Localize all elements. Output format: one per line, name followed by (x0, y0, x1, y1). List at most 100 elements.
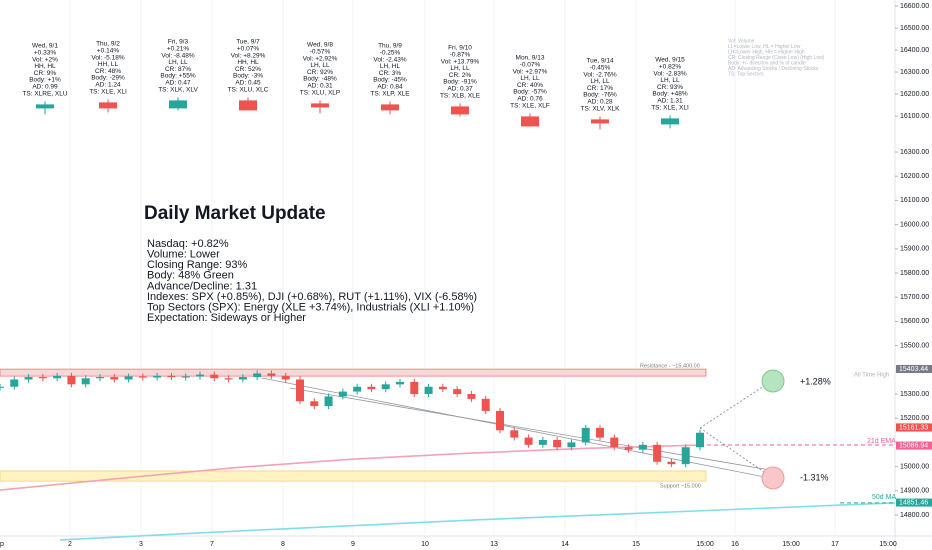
thumb-text: LH, LL (310, 62, 330, 69)
thumb-text: CR: 52% (235, 66, 261, 73)
candle (167, 375, 176, 378)
time-tick-label: 8 (281, 541, 285, 548)
level-band (0, 470, 707, 482)
price-tick-label: 15900.00 (900, 246, 929, 253)
thumb-candle (451, 106, 469, 115)
candle (281, 375, 290, 380)
thumb-text: CR: 40% (517, 82, 543, 89)
price-label: 15161.33 (899, 424, 928, 431)
thumb-text: CR: 87% (165, 66, 191, 73)
price-tick-label: 16100.00 (900, 197, 929, 204)
thumb-text: CR: 48% (95, 68, 121, 75)
time-tick-label: p (0, 541, 4, 548)
thumb-text: Vol: -8.48% (161, 52, 194, 59)
update-line: Indexes: SPX (+0.85%), DJI (+0.68%), RUT… (147, 291, 477, 303)
candle (638, 444, 647, 450)
thumb-candle (521, 116, 539, 127)
legend-note: CR: Closing Range (Close Low) (High Low) (728, 55, 825, 61)
candle (610, 437, 619, 448)
thumb-text: TS: XLK, XLV (158, 86, 198, 93)
thumb-text: Wed, 9/8 (307, 42, 333, 49)
price-tick-label: 16500.00 (900, 25, 929, 32)
time-tick-label: 2 (68, 541, 72, 548)
thumb-text: +0.07% (237, 46, 259, 53)
thumb-text: AD: 0.76 (517, 96, 543, 103)
candle (253, 373, 262, 378)
thumb-text: TS: XLB, XLE (440, 92, 481, 99)
legend-note: TS: Top Sectors (728, 71, 764, 77)
update-line: Nasdaq: +0.82% (147, 238, 229, 250)
time-tick-label: 15:00 (696, 541, 714, 548)
thumb-text: Vol: +2.92% (303, 55, 338, 62)
resistance-label: Resistance - ~15,400.00 (640, 363, 700, 369)
price-tick-label: 16300.00 (900, 69, 929, 76)
thumb-text: AD: 0.31 (307, 83, 333, 90)
thumb-text: Vol: -2.76% (583, 71, 616, 78)
price-label-bg (896, 423, 932, 432)
candle (510, 430, 519, 438)
thumb-text: Wed, 9/1 (32, 43, 58, 50)
thumb-text: CR: 9% (34, 70, 57, 77)
candle (424, 386, 433, 394)
thumb-text: +0.21% (167, 46, 189, 53)
grid (69, 0, 836, 535)
thumb-text: AD: 1.24 (95, 82, 121, 89)
thumb-text: Body: -57% (513, 89, 547, 96)
legend-note: LH=Lower High, HH = Higher High (728, 49, 805, 55)
thumb-text: LH, LL (520, 75, 540, 82)
time-tick-label: 13 (490, 541, 498, 548)
candle (624, 447, 633, 450)
thumb-text: TS: XLE, XLI (89, 88, 127, 95)
thumb-text: Vol: +8.29% (231, 52, 266, 59)
thumb-text: Body: -29% (91, 75, 125, 82)
thumb-candle (36, 104, 54, 109)
price-tick-label: 14900.00 (900, 488, 929, 495)
candle (653, 444, 662, 462)
candle (381, 384, 390, 390)
ema-label: 21d EMA (867, 438, 896, 445)
update-line: Volume: Lower (147, 249, 220, 261)
thumb-text: Body: +1% (29, 77, 61, 84)
thumb-candle (311, 103, 329, 108)
update-title: Daily Market Update (144, 203, 326, 224)
thumb-text: AD: 0.28 (587, 99, 613, 106)
down-label: -1.31% (800, 472, 829, 482)
candle (353, 386, 362, 392)
projection-up (699, 381, 771, 429)
thumb-text: Thu, 9/9 (378, 43, 402, 50)
candle (110, 377, 119, 380)
candle (524, 437, 533, 445)
thumb-text: AD: 0.47 (165, 80, 191, 87)
time-tick-label: 14 (561, 541, 569, 548)
thumb-text: AD: 0.45 (235, 80, 261, 87)
candle (667, 461, 676, 465)
candle (581, 427, 590, 443)
update-line: Closing Range: 93% (147, 259, 248, 271)
price-tick-label: 15700.00 (900, 294, 929, 301)
thumb-text: Body: -76% (583, 92, 617, 99)
price-tick-label: 15500.00 (900, 342, 929, 349)
thumb-text: CR: 92% (307, 69, 333, 76)
candle (210, 374, 219, 379)
thumb-text: Wed, 9/15 (655, 57, 685, 64)
price-tick-label: 15300.00 (900, 391, 929, 398)
thumb-text: Body: +55% (160, 73, 195, 80)
candle (310, 401, 319, 407)
time-tick-label: 15 (632, 541, 640, 548)
thumb-text: Body: -45% (373, 77, 407, 84)
thumb-text: Tue, 9/7 (236, 39, 260, 46)
legend-note: Vol: Volume (728, 38, 755, 44)
candle (196, 374, 204, 377)
thumb-text: TS: XLRE, XLU (22, 90, 67, 97)
price-tick-label: 15600.00 (900, 318, 929, 325)
thumb-text: LH, HL (380, 63, 401, 70)
price-label-bg (896, 498, 932, 507)
update-line: Expectation: Sideways or Higher (147, 312, 306, 324)
candle (81, 378, 90, 385)
candle (138, 376, 147, 378)
thumb-text: Mon, 9/13 (516, 55, 545, 62)
legend-note: Body: +/- direction and % of candle (728, 60, 806, 66)
candle (124, 376, 133, 380)
thumb-text: Fri, 9/10 (448, 45, 472, 52)
